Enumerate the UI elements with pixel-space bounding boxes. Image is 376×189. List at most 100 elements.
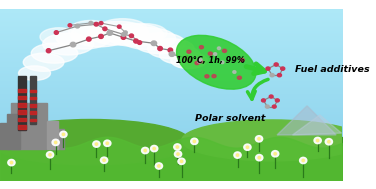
- Ellipse shape: [188, 58, 192, 62]
- Ellipse shape: [46, 152, 54, 158]
- Text: Fuel additives: Fuel additives: [295, 65, 370, 74]
- Ellipse shape: [214, 53, 217, 55]
- Ellipse shape: [185, 56, 189, 60]
- Ellipse shape: [180, 160, 183, 163]
- Ellipse shape: [23, 53, 64, 71]
- Ellipse shape: [266, 67, 270, 70]
- Ellipse shape: [86, 37, 91, 41]
- Ellipse shape: [212, 74, 216, 78]
- Ellipse shape: [240, 58, 244, 62]
- Ellipse shape: [217, 47, 221, 50]
- Ellipse shape: [75, 24, 80, 28]
- Bar: [7, 114, 20, 149]
- Ellipse shape: [199, 46, 203, 49]
- Ellipse shape: [134, 39, 138, 43]
- Ellipse shape: [18, 66, 50, 80]
- Ellipse shape: [158, 165, 160, 167]
- Ellipse shape: [46, 49, 51, 53]
- Bar: [30, 97, 36, 99]
- Polygon shape: [293, 115, 341, 135]
- Ellipse shape: [94, 22, 98, 26]
- Bar: [30, 111, 36, 114]
- Ellipse shape: [221, 61, 224, 64]
- Ellipse shape: [198, 60, 201, 63]
- Ellipse shape: [150, 145, 158, 152]
- Ellipse shape: [244, 144, 251, 150]
- Ellipse shape: [176, 35, 256, 89]
- Ellipse shape: [176, 146, 179, 148]
- Ellipse shape: [62, 133, 65, 136]
- Ellipse shape: [68, 24, 72, 27]
- Bar: [18, 118, 26, 121]
- Ellipse shape: [269, 95, 273, 98]
- Text: Polar solvent: Polar solvent: [195, 114, 265, 123]
- Ellipse shape: [258, 156, 261, 159]
- Ellipse shape: [191, 138, 198, 145]
- Bar: [18, 96, 26, 99]
- Bar: [18, 89, 26, 92]
- Ellipse shape: [103, 159, 105, 161]
- Ellipse shape: [193, 140, 196, 143]
- Ellipse shape: [174, 144, 181, 150]
- Ellipse shape: [171, 52, 207, 69]
- Ellipse shape: [124, 31, 127, 34]
- Ellipse shape: [52, 139, 59, 146]
- Bar: [18, 76, 26, 130]
- Ellipse shape: [274, 153, 276, 155]
- Ellipse shape: [271, 151, 279, 157]
- Ellipse shape: [158, 46, 162, 51]
- Ellipse shape: [89, 21, 92, 25]
- Ellipse shape: [88, 21, 149, 45]
- Ellipse shape: [195, 61, 199, 65]
- Ellipse shape: [121, 35, 126, 39]
- FancyArrowPatch shape: [247, 79, 268, 99]
- Ellipse shape: [10, 161, 12, 164]
- Ellipse shape: [99, 19, 147, 39]
- Bar: [30, 76, 36, 124]
- Ellipse shape: [117, 25, 121, 28]
- Ellipse shape: [71, 23, 129, 47]
- Ellipse shape: [300, 157, 307, 164]
- Ellipse shape: [8, 159, 15, 166]
- Ellipse shape: [159, 46, 200, 64]
- Ellipse shape: [144, 149, 146, 152]
- Bar: [50, 129, 64, 149]
- Ellipse shape: [103, 27, 107, 31]
- Ellipse shape: [302, 159, 304, 162]
- Ellipse shape: [95, 143, 97, 145]
- Bar: [30, 104, 36, 107]
- Ellipse shape: [258, 138, 260, 140]
- Ellipse shape: [178, 158, 185, 164]
- Ellipse shape: [151, 41, 157, 46]
- Ellipse shape: [147, 39, 194, 59]
- Ellipse shape: [314, 137, 321, 144]
- Ellipse shape: [256, 154, 263, 161]
- Ellipse shape: [208, 52, 212, 55]
- Ellipse shape: [237, 154, 239, 156]
- Ellipse shape: [106, 142, 108, 144]
- Ellipse shape: [141, 147, 149, 154]
- Ellipse shape: [124, 24, 167, 43]
- Ellipse shape: [43, 33, 94, 55]
- Ellipse shape: [56, 26, 111, 49]
- Ellipse shape: [155, 163, 162, 169]
- Ellipse shape: [49, 154, 51, 156]
- Ellipse shape: [174, 151, 182, 157]
- Ellipse shape: [60, 131, 67, 138]
- Bar: [11, 103, 47, 149]
- Ellipse shape: [135, 33, 185, 54]
- Ellipse shape: [121, 33, 126, 36]
- Ellipse shape: [54, 31, 58, 34]
- Ellipse shape: [187, 50, 191, 53]
- Ellipse shape: [107, 31, 112, 35]
- Ellipse shape: [328, 141, 330, 143]
- Ellipse shape: [255, 136, 263, 142]
- Ellipse shape: [270, 74, 274, 77]
- Ellipse shape: [272, 105, 276, 108]
- Ellipse shape: [0, 119, 191, 165]
- Ellipse shape: [31, 43, 78, 63]
- Text: 100°C, 1h, 99%: 100°C, 1h, 99%: [176, 56, 245, 65]
- Ellipse shape: [325, 139, 332, 145]
- Bar: [18, 125, 26, 129]
- Ellipse shape: [68, 20, 113, 40]
